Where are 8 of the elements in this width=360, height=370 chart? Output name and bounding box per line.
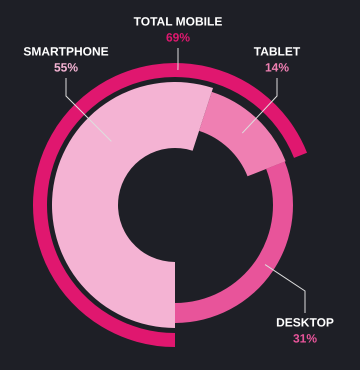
slice-label: SMARTPHONE xyxy=(23,44,109,58)
data-label: 31% xyxy=(292,331,318,346)
data-label: 69% xyxy=(166,30,190,44)
data-label: 55% xyxy=(54,60,78,74)
data-label: 14% xyxy=(264,60,290,74)
slice-label: DESKTOP xyxy=(276,315,334,330)
slice-label: TABLET xyxy=(254,44,301,58)
slice-label: TOTAL MOBILE xyxy=(134,14,222,28)
